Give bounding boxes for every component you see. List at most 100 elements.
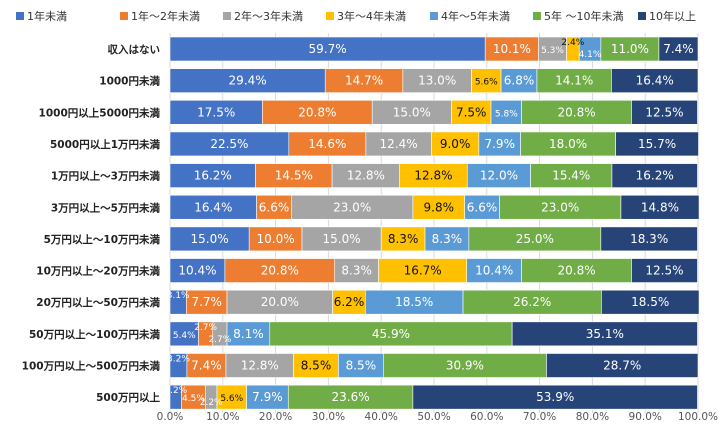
category-label: 1000円以上5000円未満	[39, 106, 161, 119]
bar-segment	[371, 100, 452, 125]
x-tick-label: 0.0%	[157, 411, 184, 423]
bar-segment	[611, 163, 698, 188]
data-label: 9.0%	[440, 137, 471, 151]
bar-segment	[226, 321, 271, 347]
data-label: 6.6%	[259, 200, 290, 214]
data-label: 3.1%	[167, 291, 190, 301]
data-label: 4.5%	[182, 394, 205, 404]
legend-item: 4年～5年未満	[430, 9, 510, 23]
data-label: 22.5%	[210, 137, 248, 151]
data-label: 15.0%	[393, 105, 431, 119]
bar-segment	[331, 163, 400, 188]
x-tick-label: 70.0%	[523, 411, 556, 423]
data-label: 2.2%	[164, 386, 187, 396]
bar-segment	[324, 68, 404, 93]
data-label: 13.0%	[418, 74, 456, 88]
bar-segment	[248, 226, 303, 252]
bar-segment	[620, 194, 700, 220]
data-label: 7.4%	[191, 359, 222, 373]
category-label: 1万円以上～3万円未満	[51, 170, 161, 183]
data-label: 20.8%	[261, 264, 299, 278]
bar-segment	[500, 68, 538, 93]
legend-item: 5年 ～10年未満	[533, 9, 624, 23]
data-label: 2.4%	[561, 38, 584, 48]
x-tick-label: 90.0%	[629, 411, 662, 423]
bar-segment	[169, 321, 199, 347]
data-label: 8.3%	[388, 232, 419, 246]
data-label: 5.8%	[495, 109, 518, 119]
data-label: 5.4%	[173, 331, 196, 341]
bar-segment	[546, 353, 699, 378]
category-label: 500万円以上	[96, 391, 160, 404]
bar-segment	[225, 353, 294, 378]
bar-segment	[601, 289, 700, 315]
bar-segment	[511, 321, 698, 347]
data-label: 7.5%	[456, 105, 487, 119]
category-label: 5万円以上～10万円未満	[44, 233, 161, 246]
data-label: 7.7%	[191, 295, 222, 309]
value-axis: 0.0% 10.0% 20.0% 30.0% 40.0% 50.0% 60.0% 70.0% 8…	[157, 411, 718, 423]
bar-segment	[521, 100, 632, 125]
data-label: 6.8%	[504, 74, 535, 88]
bar-segment	[186, 353, 227, 378]
legend-swatch	[638, 12, 646, 20]
bar-segment	[631, 100, 698, 125]
x-tick-label: 60.0%	[470, 411, 503, 423]
data-label: 12.5%	[645, 105, 683, 119]
legend-label: 4年～5年未満	[441, 9, 510, 23]
data-label: 30.9%	[446, 359, 484, 373]
bar-segment	[490, 100, 522, 125]
data-label: 14.8%	[641, 200, 679, 214]
x-tick-label: 10.0%	[206, 411, 239, 423]
data-label: 10.1%	[493, 42, 531, 56]
category-label: 1000円未満	[99, 75, 160, 88]
x-tick-label: 100.0%	[678, 411, 718, 423]
bar-segment	[520, 131, 616, 157]
legend-swatch	[223, 12, 231, 20]
data-label: 8.5%	[301, 359, 332, 373]
legend-label: 5年 ～10年未満	[544, 9, 624, 23]
category-label: 5000円以上1万円未満	[50, 138, 161, 151]
bar-segment	[186, 289, 228, 315]
data-label: 12.8%	[347, 169, 385, 183]
bar-segment	[468, 226, 602, 252]
bar-segment	[471, 68, 502, 93]
data-label: 10.4%	[178, 264, 216, 278]
bar-segment	[530, 163, 613, 188]
chart-gridlines	[169, 33, 699, 414]
bar-segment	[611, 68, 699, 93]
bar-segment	[462, 289, 602, 315]
bar-segment	[378, 258, 468, 283]
data-label: 16.4%	[636, 74, 674, 88]
bar-segment	[269, 321, 513, 347]
data-label: 16.2%	[636, 169, 674, 183]
data-label: 14.6%	[308, 137, 346, 151]
legend-item: 3年～4年未満	[326, 9, 406, 23]
bar-segment	[536, 68, 612, 93]
x-tick-label: 30.0%	[312, 411, 345, 423]
bar-segment	[255, 163, 333, 188]
bar-segment	[402, 68, 472, 93]
data-label: 23.6%	[332, 390, 370, 404]
bar-segment	[226, 289, 333, 315]
legend-label: 1年未満	[27, 9, 67, 23]
bar-segment	[169, 163, 256, 188]
category-axis: 収入はない 1000円未満 1000円以上5000円未満 5000円以上1万円未満 1万…	[22, 44, 161, 404]
data-label: 2.7%	[194, 323, 217, 333]
data-label: 20.0%	[261, 295, 299, 309]
bar-segment	[169, 68, 326, 93]
legend-item: 1年未満	[16, 9, 67, 23]
category-label: 3万円以上～5万円未満	[51, 201, 161, 214]
data-label: 4.1%	[579, 50, 602, 60]
bar-segment	[293, 353, 339, 378]
legend-swatch	[533, 12, 541, 20]
data-label: 2.7%	[208, 335, 231, 345]
data-label: 26.2%	[513, 295, 551, 309]
bar-segment	[380, 226, 426, 252]
legend-label: 1年～2年未満	[131, 9, 200, 23]
data-label: 8.3%	[432, 232, 463, 246]
bar-segment	[287, 384, 414, 410]
category-label: 収入はない	[108, 44, 161, 56]
data-label: 20.8%	[298, 105, 336, 119]
